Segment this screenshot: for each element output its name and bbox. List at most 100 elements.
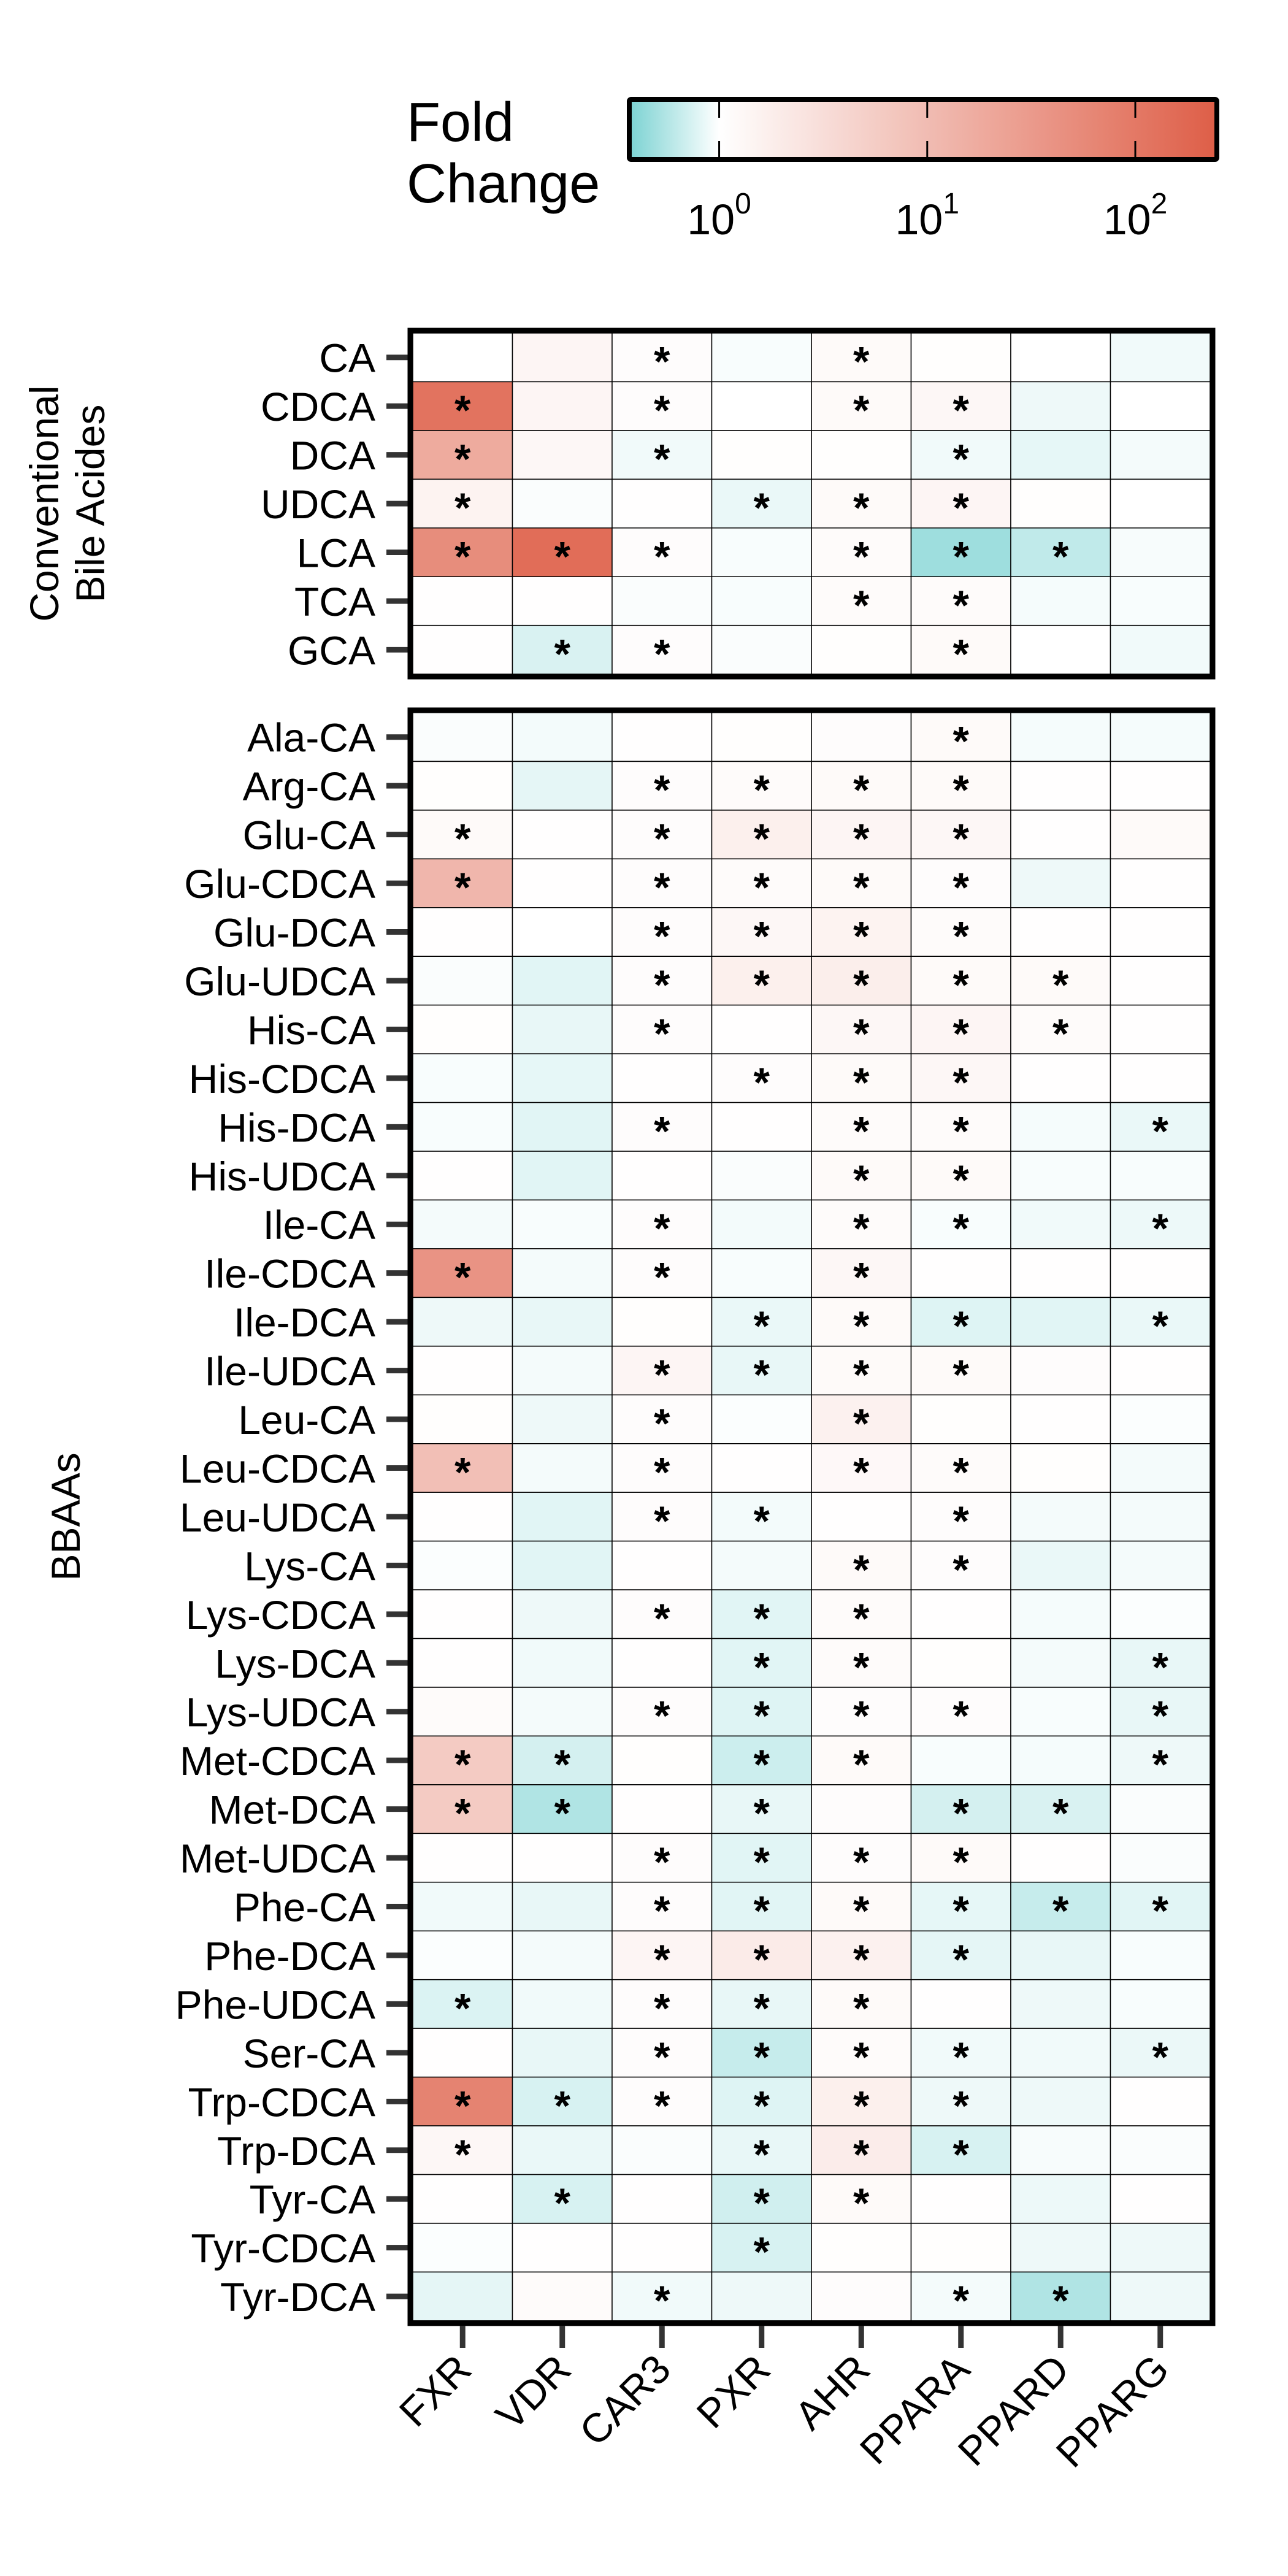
- heatmap-cell: [512, 2174, 613, 2224]
- significance-marker: *: [853, 2180, 870, 2226]
- heatmap-cell: [1010, 1735, 1111, 1785]
- significance-marker: *: [654, 864, 670, 911]
- heatmap-cell: [1010, 478, 1111, 529]
- heatmap-cell: [711, 2223, 812, 2273]
- heatmap-cell: [1010, 1589, 1111, 1639]
- colorbar-tick-label: 102: [1103, 188, 1168, 243]
- heatmap-cell: [412, 1540, 513, 1590]
- heatmap-cell: [412, 2076, 513, 2126]
- heatmap-row: * * Lys-CA: [244, 1540, 1211, 1593]
- heatmap-cell: [611, 712, 713, 762]
- significance-marker: *: [953, 485, 970, 531]
- heatmap-row: * * * * Ile-UDCA: [204, 1346, 1211, 1398]
- heatmap-cell: [711, 2076, 812, 2126]
- significance-marker: *: [953, 534, 970, 580]
- heatmap-row: * Ala-CA: [247, 712, 1211, 765]
- heatmap-row: * * * * Arg-CA: [243, 761, 1211, 813]
- heatmap-cell: [1110, 527, 1211, 577]
- row-label: Met-UDCA: [180, 1836, 375, 1881]
- significance-marker: *: [853, 816, 870, 862]
- heatmap-cell: [512, 2223, 613, 2273]
- heatmap-cell: [1110, 956, 1211, 1006]
- significance-marker: *: [754, 2229, 770, 2275]
- heatmap-cell: [711, 858, 812, 908]
- row-label: Lys-DCA: [215, 1641, 375, 1686]
- heatmap-cell: [1110, 1394, 1211, 1444]
- heatmap-cell: [512, 1833, 613, 1883]
- heatmap-cell: [1110, 2076, 1211, 2126]
- heatmap-cell: [811, 1638, 912, 1688]
- heatmap-row: * * TCA: [294, 576, 1211, 629]
- heatmap-cell: [512, 907, 613, 957]
- significance-marker: *: [853, 864, 870, 911]
- heatmap-row: * * * * Ile-CA: [263, 1199, 1211, 1252]
- heatmap-cell: [711, 712, 812, 762]
- row-label: Trp-CDCA: [188, 2079, 375, 2125]
- row-label: Ile-UDCA: [204, 1349, 375, 1394]
- significance-marker: *: [853, 1108, 870, 1154]
- heatmap-row: * * * * Phe-UDCA: [175, 1979, 1211, 2031]
- heatmap-cell: [711, 430, 812, 480]
- heatmap-cell: [1110, 1199, 1211, 1249]
- significance-marker: *: [953, 582, 970, 629]
- row-label: Ile-CDCA: [204, 1251, 375, 1297]
- heatmap-row: * * * * Phe-DCA: [204, 1930, 1211, 1983]
- row-label: His-CDCA: [189, 1056, 375, 1102]
- significance-marker: *: [454, 1790, 471, 1837]
- colorbar-tick-label: 101: [895, 188, 959, 243]
- heatmap-cell: [512, 478, 613, 529]
- heatmap-cell: [711, 1540, 812, 1590]
- heatmap-cell: [1010, 624, 1111, 675]
- significance-marker: *: [853, 1400, 870, 1447]
- heatmap-cell: [811, 1394, 912, 1444]
- significance-marker: *: [853, 1157, 870, 1203]
- heatmap-row: * * * * Ile-DCA: [234, 1297, 1211, 1349]
- heatmap-cell: [1010, 1979, 1111, 2029]
- significance-marker: *: [953, 1108, 970, 1154]
- significance-marker: *: [654, 2082, 670, 2129]
- heatmap-cell: [1110, 332, 1211, 383]
- heatmap-cell: [811, 2125, 912, 2175]
- significance-marker: *: [654, 1400, 670, 1447]
- heatmap-cell: [1010, 1394, 1111, 1444]
- heatmap-cell: [910, 1784, 1011, 1834]
- heatmap-cell: [811, 1735, 912, 1785]
- column-label: FXR: [390, 2346, 480, 2436]
- row-label: CDCA: [261, 384, 375, 429]
- heatmap-row: * * * * * * Phe-CA: [234, 1882, 1211, 1934]
- heatmap-cell: [811, 858, 912, 908]
- heatmap-cell: [611, 1248, 713, 1298]
- heatmap-cell: [1110, 1979, 1211, 2029]
- heatmap-cell: [412, 1102, 513, 1152]
- heatmap-cell: [1010, 956, 1111, 1006]
- significance-marker: *: [853, 1985, 870, 2031]
- heatmap-cell: [512, 1053, 613, 1103]
- significance-marker: *: [953, 767, 970, 813]
- heatmap-cell: [910, 1833, 1011, 1883]
- heatmap-cell: [412, 2125, 513, 2175]
- heatmap-cell: [910, 810, 1011, 860]
- heatmap-cell: [412, 1492, 513, 1542]
- heatmap-cell: [412, 430, 513, 480]
- row-label: Glu-UDCA: [184, 959, 375, 1004]
- heatmap-cell: [910, 1004, 1011, 1054]
- heatmap-cell: [1010, 2174, 1111, 2224]
- heatmap-cell: [412, 1297, 513, 1347]
- heatmap-row: * * * * * Glu-CDCA: [184, 858, 1211, 911]
- heatmap-cell: [1010, 1297, 1111, 1347]
- heatmap-cell: [1010, 332, 1111, 383]
- significance-marker: *: [454, 534, 471, 580]
- heatmap-cell: [512, 858, 613, 908]
- heatmap-cell: [611, 1882, 713, 1932]
- heatmap-cell: [711, 624, 812, 675]
- heatmap-cell: [811, 1199, 912, 1249]
- significance-marker: *: [853, 1010, 870, 1057]
- significance-marker: *: [853, 1839, 870, 1885]
- row-label: Met-DCA: [209, 1787, 375, 1833]
- heatmap-cell: [1110, 1735, 1211, 1785]
- significance-marker: *: [754, 864, 770, 911]
- significance-marker: *: [853, 1693, 870, 1739]
- heatmap-cell: [711, 1443, 812, 1493]
- significance-marker: *: [853, 1741, 870, 1788]
